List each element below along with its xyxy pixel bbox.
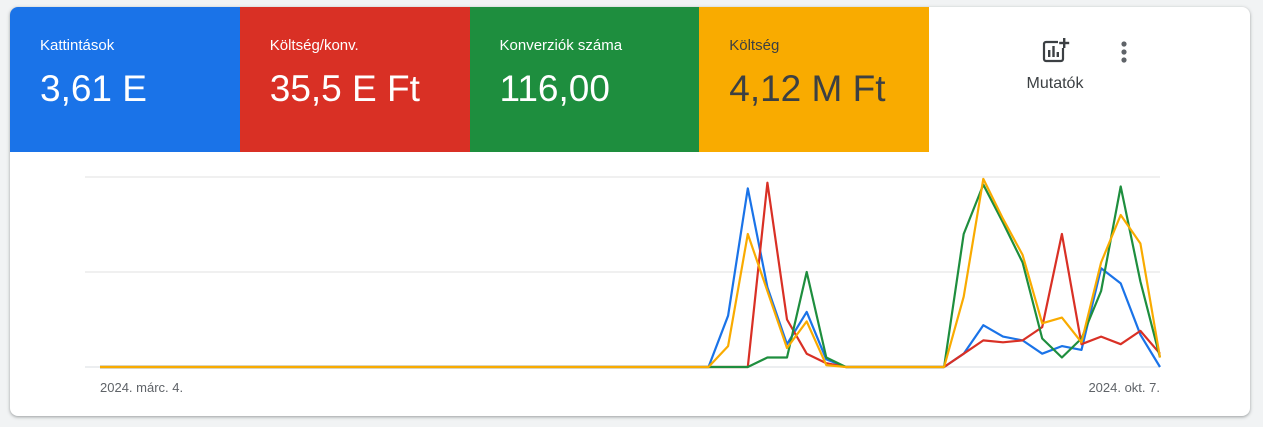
metric-label: Konverziók száma [499, 37, 623, 54]
metric-value: 3,61 E [40, 68, 147, 109]
performance-card: Kattintások 3,61 E Költség/konv. 35,5 E … [10, 7, 1250, 416]
metric-label: Költség [729, 37, 780, 54]
series-line-3 [100, 177, 1162, 369]
metrics-button-label: Mutatók [1026, 75, 1084, 92]
metric-tile-conversions[interactable]: Konverziók száma 116,00 [469, 7, 700, 152]
metric-value: 116,00 [499, 68, 610, 109]
chart-toolbar: Mutatók [920, 7, 1250, 152]
metric-value: 35,5 E Ft [269, 68, 420, 109]
more-options-button[interactable] [1112, 38, 1136, 68]
x-axis-end-label: 2024. okt. 7. [1088, 380, 1160, 395]
metric-tiles: Kattintások 3,61 E Költség/konv. 35,5 E … [10, 7, 929, 152]
metric-tile-cost-per-conversion[interactable]: Költség/konv. 35,5 E Ft [239, 7, 470, 152]
add-chart-icon [1042, 38, 1070, 63]
more-vert-icon [1121, 41, 1127, 63]
series-line-1 [100, 181, 1161, 369]
metric-value: 4,12 M Ft [729, 68, 886, 109]
x-axis-start-label: 2024. márc. 4. [100, 380, 183, 395]
metric-label: Költség/konv. [269, 37, 359, 54]
metric-tile-clicks[interactable]: Kattintások 3,61 E [10, 7, 240, 152]
metric-label: Kattintások [40, 37, 115, 54]
performance-chart: 2024. márc. 4. 2024. okt. 7. [85, 176, 1162, 395]
series-line-2 [100, 183, 1162, 369]
metrics-button[interactable]: Mutatók [1010, 35, 1100, 101]
metric-tile-cost[interactable]: Költség 4,12 M Ft [699, 7, 929, 152]
